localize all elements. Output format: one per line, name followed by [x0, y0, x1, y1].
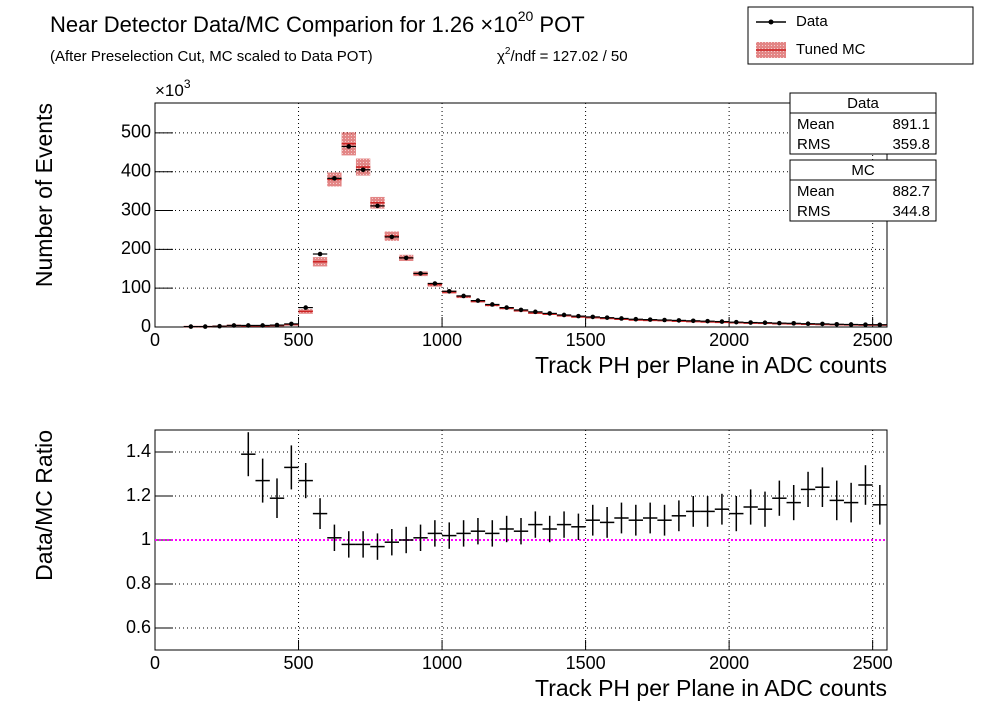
x-tick-label: 1000 — [422, 653, 462, 673]
y-tick-label: 1 — [141, 529, 151, 549]
data-point — [676, 318, 682, 323]
stats-box — [789, 92, 937, 155]
data-point — [633, 316, 639, 322]
data-point — [217, 323, 222, 329]
y-axis-label: Data/MC Ratio — [31, 430, 57, 581]
data-point — [303, 305, 309, 310]
stats-title: Data — [847, 95, 879, 112]
x-tick-label: 1000 — [422, 330, 462, 350]
data-point — [647, 317, 653, 322]
chi2: χ2/ndf = 127.02 / 50 — [497, 46, 628, 65]
data-point — [504, 305, 509, 310]
data-point — [446, 288, 452, 294]
data-point — [662, 317, 667, 323]
stats-key: Mean — [797, 116, 835, 133]
data-point — [518, 307, 524, 313]
data-point — [475, 298, 481, 303]
y-axis-label: Number of Events — [31, 103, 57, 287]
data-point — [820, 321, 825, 327]
data-point — [863, 322, 868, 327]
x-tick-label: 0 — [150, 330, 160, 350]
data-point — [791, 321, 797, 326]
data-point — [188, 324, 194, 329]
y-multiplier: ×103 — [155, 77, 191, 100]
x-tick-label: 1500 — [566, 330, 606, 350]
stats-title: MC — [851, 162, 874, 179]
x-axis-label: Track PH per Plane in ADC counts — [535, 675, 887, 701]
x-tick-label: 1500 — [566, 653, 606, 673]
data-point — [360, 167, 366, 173]
legend-label: Tuned MC — [796, 41, 866, 58]
subtitle: (After Preselection Cut, MC scaled to Da… — [50, 48, 373, 65]
x-tick-label: 500 — [284, 653, 314, 673]
data-point — [604, 315, 610, 320]
data-point — [461, 293, 466, 299]
data-point — [877, 322, 883, 328]
data-point — [432, 281, 438, 286]
x-tick-label: 2500 — [853, 653, 893, 673]
y-tick-label: 0 — [141, 316, 151, 336]
legend-label: Data — [796, 13, 828, 30]
data-point — [346, 144, 352, 149]
chart-title: Near Detector Data/MC Comparion for 1.26… — [50, 8, 585, 37]
x-axis-label: Track PH per Plane in ADC counts — [535, 352, 887, 378]
data-point — [805, 321, 811, 327]
data-point — [762, 320, 768, 326]
data-point — [260, 323, 265, 328]
legend-swatch — [768, 19, 774, 25]
stats-key: RMS — [797, 203, 830, 220]
data-point — [403, 255, 409, 261]
x-tick-label: 2000 — [709, 653, 749, 673]
data-point — [332, 176, 337, 181]
data-point — [777, 320, 782, 326]
x-tick-label: 0 — [150, 653, 160, 673]
data-point — [834, 321, 840, 327]
data-point — [733, 319, 739, 325]
data-point — [705, 318, 710, 324]
data-point — [489, 302, 495, 307]
data-point — [619, 316, 624, 321]
data-point — [576, 313, 581, 319]
data-point — [418, 271, 423, 276]
data-point — [231, 323, 237, 328]
data-point — [748, 320, 753, 325]
stats-value: 344.8 — [892, 203, 930, 220]
stats-value: 882.7 — [892, 183, 930, 200]
data-point — [202, 324, 208, 329]
y-tick-label: 1.4 — [126, 441, 151, 461]
x-tick-label: 2500 — [853, 330, 893, 350]
y-tick-label: 1.2 — [126, 485, 151, 505]
y-tick-label: 0.8 — [126, 573, 151, 593]
data-point — [690, 318, 696, 324]
data-point — [317, 251, 323, 257]
y-tick-label: 100 — [121, 277, 151, 297]
data-point — [375, 203, 380, 209]
data-point — [561, 312, 567, 318]
data-point — [590, 314, 596, 320]
data-point — [389, 234, 395, 240]
data-point — [533, 309, 538, 315]
stats-value: 891.1 — [892, 116, 930, 133]
stats-box — [789, 159, 937, 222]
data-point — [547, 311, 553, 316]
y-tick-label: 500 — [121, 122, 151, 142]
y-tick-label: 400 — [121, 160, 151, 180]
x-tick-label: 2000 — [709, 330, 749, 350]
stats-value: 359.8 — [892, 136, 930, 153]
plot-frame — [154, 102, 888, 328]
stats-key: RMS — [797, 136, 830, 153]
data-point — [289, 321, 294, 327]
data-point — [245, 323, 251, 328]
data-point — [848, 322, 854, 327]
y-tick-label: 200 — [121, 238, 151, 258]
data-point — [719, 319, 725, 324]
y-tick-label: 0.6 — [126, 617, 151, 637]
x-tick-label: 500 — [284, 330, 314, 350]
y-tick-label: 300 — [121, 199, 151, 219]
stats-key: Mean — [797, 183, 835, 200]
data-point — [274, 322, 280, 328]
